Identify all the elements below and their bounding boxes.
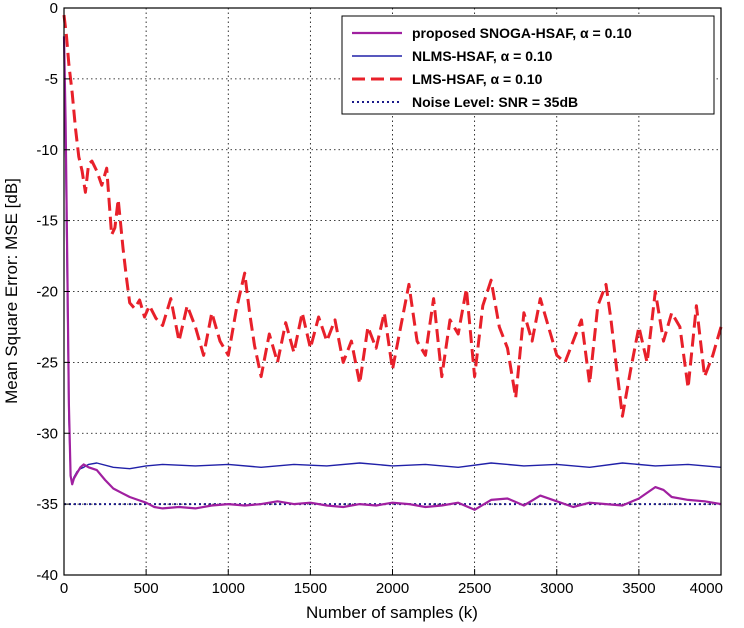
- y-tick-label: -40: [36, 567, 58, 584]
- y-tick-label: -25: [36, 354, 58, 371]
- legend-box: [341, 15, 715, 115]
- x-tick-label: 0: [60, 580, 68, 597]
- legend-label-0: proposed SNOGA-HSAF, α = 0.10: [412, 25, 632, 41]
- y-axis-label: Mean Square Error: MSE [dB]: [2, 178, 21, 404]
- x-tick-label: 2000: [376, 580, 409, 597]
- legend-label-3: Noise Level: SNR = 35dB: [412, 94, 578, 110]
- x-tick-label: 1000: [212, 580, 245, 597]
- series-lines: [62, 14, 723, 511]
- y-tick-label: -15: [36, 213, 58, 230]
- x-tick-label: 3500: [622, 580, 655, 597]
- y-tick-label: 0: [50, 0, 58, 17]
- x-axis-label: Number of samples (k): [306, 603, 478, 622]
- legend-label-1: NLMS-HSAF, α = 0.10: [412, 48, 553, 64]
- x-tick-label: 2500: [458, 580, 491, 597]
- y-tick-label: -35: [36, 496, 58, 513]
- y-tick-label: -10: [36, 142, 58, 159]
- y-tick-label: -5: [45, 71, 58, 88]
- series-line-0: [62, 36, 722, 511]
- x-tick-label: 500: [134, 580, 159, 597]
- ticks: 0 500 1000 1500 2000 2500 3000 3500 4000 0 -5 -10 -1…: [36, 0, 723, 597]
- legend: proposed SNOGA-HSAF, α = 0.10 NLMS-HSAF, …: [341, 15, 715, 115]
- x-tick-label: 1500: [294, 580, 327, 597]
- y-tick-label: -20: [36, 284, 58, 301]
- series-line-2: [62, 14, 723, 418]
- x-tick-label: 4000: [690, 580, 723, 597]
- y-tick-label: -30: [36, 425, 58, 442]
- legend-label-2: LMS-HSAF, α = 0.10: [412, 71, 543, 87]
- x-tick-label: 3000: [540, 580, 573, 597]
